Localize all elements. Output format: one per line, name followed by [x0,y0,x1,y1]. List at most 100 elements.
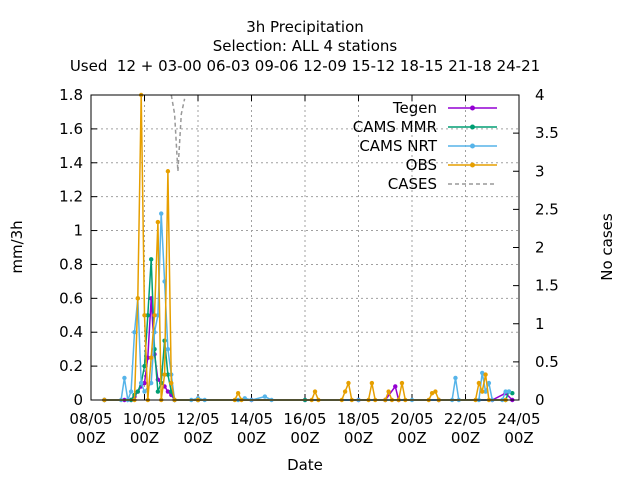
x-tick-label-hour: 00Z [290,429,319,447]
legend-label-cams-mmr: CAMS MMR [353,118,437,136]
data-point-obs [155,219,161,225]
data-point-cams-nrt [128,389,134,394]
data-point-cams-nrt [503,389,508,394]
legend-label-tegen: Tegen [392,99,437,117]
data-point-cams-mmr [155,389,161,394]
y-axis-label: mm/3h [8,220,26,273]
data-point-cams-mmr [135,389,141,394]
data-point-cams-nrt [486,380,492,386]
legend-label-cases: CASES [388,175,437,193]
x-tick-label-hour: 00Z [344,429,373,447]
y2-tick-label: 2 [535,239,545,257]
y-tick-label: 0.4 [59,323,83,341]
data-point-obs [433,389,438,394]
y-tick-label: 1.6 [59,120,83,138]
x-tick-label-hour: 00Z [130,429,159,447]
data-point-tegen [393,384,398,389]
data-point-cams-mmr [142,363,147,369]
y2-tick-label: 1 [535,315,545,333]
x-tick-label-hour: 00Z [397,429,426,447]
data-point-obs [476,380,482,386]
y-tick-label: 1.8 [59,86,83,104]
legend-marker-cams-nrt [470,143,475,149]
data-point-cams-mmr [145,313,151,318]
data-point-obs [148,355,154,360]
data-point-obs [165,169,171,174]
y2-tick-label: 1.5 [535,277,559,295]
data-point-obs [399,380,405,386]
data-point-cams-nrt [132,330,137,335]
data-point-obs [152,313,157,318]
data-point-obs [342,389,348,394]
data-point-cams-nrt [483,389,488,394]
y-tick-label: 0 [73,391,83,409]
x-tick-label-hour: 00Z [504,429,533,447]
y2-tick-label: 2.5 [535,200,559,218]
y-tick-label: 1 [73,222,83,240]
data-point-cams-mmr [510,391,515,396]
data-point-cams-nrt [506,389,512,394]
y2-tick-label: 4 [535,86,545,104]
x-tick-label-date: 08/05 [69,410,112,428]
y-tick-label: 0.2 [59,357,83,375]
data-point-obs [369,380,375,386]
data-point-cams-nrt [262,394,268,399]
data-point-tegen [165,389,171,394]
data-point-obs [235,391,241,396]
legend-marker-obs [470,162,475,168]
series-line-cases [170,94,186,172]
data-point-obs [312,389,318,394]
y2-tick-label: 3.5 [535,124,559,142]
x-tick-label-date: 10/05 [123,410,166,428]
x-tick-label-date: 22/05 [444,410,487,428]
x-tick-label-date: 16/05 [283,410,326,428]
y-tick-label: 1.2 [59,188,83,206]
data-point-obs [480,389,485,394]
x-tick-label-date: 12/05 [176,410,219,428]
data-point-obs [142,313,147,318]
y2-tick-label: 0 [535,391,545,409]
data-point-obs [346,380,351,386]
x-tick-label-date: 18/05 [337,410,380,428]
y2-tick-label: 0.5 [535,353,559,371]
plot-frame [90,94,520,401]
chart-title: 3h Precipitation [246,18,364,36]
legend-marker-cams-mmr [470,124,475,130]
series-lines [102,92,515,403]
chart-used-line: Used 12 + 03-00 06-03 09-06 12-09 15-12 … [70,57,540,75]
data-point-cams-nrt [138,380,144,386]
x-tick-label-date: 24/05 [497,410,540,428]
data-point-obs [162,372,167,377]
data-point-cams-mmr [165,372,171,377]
legend-label-cams-nrt: CAMS NRT [359,137,438,155]
y-tick-label: 0.8 [59,255,83,273]
data-point-cams-mmr [148,257,154,262]
x-axis-label: Date [287,456,323,474]
data-point-obs [429,391,435,396]
data-point-cams-nrt [453,375,458,381]
y2-tick-label: 3 [535,162,545,180]
data-point-cams-nrt [165,346,171,352]
chart-subtitle: Selection: ALL 4 stations [213,37,398,55]
data-point-cams-nrt [122,375,127,381]
x-tick-label-date: 20/05 [390,410,433,428]
x-tick-label-hour: 00Z [183,429,212,447]
data-point-obs [169,380,174,386]
x-tick-label-hour: 00Z [237,429,266,447]
data-point-cams-nrt [142,389,147,394]
data-point-tegen [142,380,147,386]
x-tick-label-hour: 00Z [451,429,480,447]
x-tick-label-hour: 00Z [76,429,105,447]
data-point-obs [483,372,488,377]
legend-marker-tegen [470,105,475,111]
y2-axis-label: No cases [598,213,616,281]
x-tick-label-date: 14/05 [230,410,273,428]
data-point-obs [135,296,141,301]
data-point-cams-nrt [159,211,164,216]
legend-label-obs: OBS [406,156,437,174]
data-point-cams-nrt [148,380,154,386]
y-tick-label: 0.6 [59,289,83,307]
axis-ticks: 08/0500Z10/0500Z12/0500Z14/0500Z16/0500Z… [59,86,559,447]
